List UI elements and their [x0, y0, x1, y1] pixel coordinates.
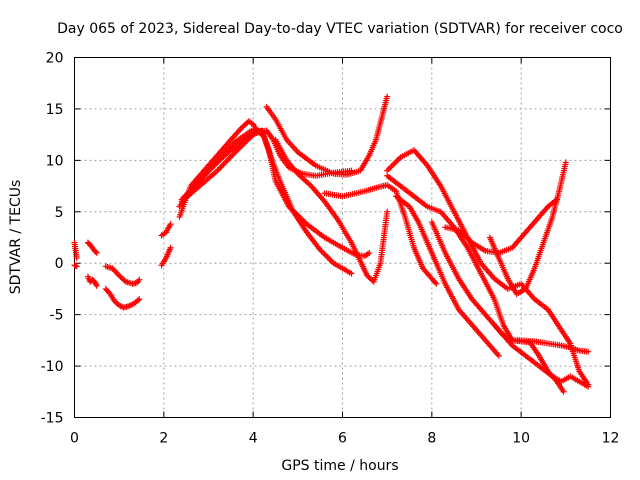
- data-point: [385, 166, 392, 173]
- data-point: [585, 383, 592, 390]
- x-tick-label: 2: [159, 431, 168, 447]
- y-tick-label: 20: [46, 51, 64, 67]
- y-tick-label: 0: [55, 256, 64, 272]
- data-point: [348, 270, 355, 277]
- x-axis-label: GPS time / hours: [281, 458, 398, 474]
- data-point: [306, 181, 313, 188]
- x-tick-label: 8: [427, 431, 436, 447]
- data-point: [323, 252, 330, 259]
- data-point: [562, 159, 569, 166]
- data-point: [305, 180, 312, 187]
- data-point: [394, 157, 401, 164]
- data-point: [324, 254, 331, 261]
- x-tick-label: 10: [512, 431, 530, 447]
- y-tick-label: -10: [41, 359, 64, 375]
- data-point: [93, 281, 100, 288]
- x-tick-label: 4: [249, 431, 258, 447]
- series-arc-08: [158, 221, 174, 239]
- series-arc-02: [71, 262, 80, 270]
- series-arc-12: [178, 127, 355, 277]
- data-point: [326, 255, 333, 262]
- data-point: [327, 257, 334, 264]
- y-tick-label: 10: [46, 153, 64, 169]
- series-arc-16: [384, 172, 592, 355]
- series-arc-21: [486, 159, 569, 298]
- data-point: [93, 249, 100, 256]
- x-tick-label: 0: [70, 431, 79, 447]
- series-arc-09: [176, 118, 266, 220]
- data-point: [303, 178, 310, 185]
- series-arc-18: [393, 193, 502, 359]
- x-tick-label: 12: [602, 431, 620, 447]
- series-arc-07: [158, 244, 174, 269]
- data-point: [73, 255, 80, 262]
- data-point: [321, 251, 328, 258]
- data-point: [320, 249, 327, 256]
- series-arc-06: [102, 285, 143, 311]
- data-point: [121, 277, 128, 284]
- series-arc-19: [428, 219, 592, 390]
- series-arc-22: [491, 321, 567, 395]
- data-point: [585, 348, 592, 355]
- x-tick-label: 6: [338, 431, 347, 447]
- data-point: [390, 161, 397, 168]
- y-tick-label: 5: [55, 205, 64, 221]
- data-point: [73, 263, 80, 270]
- series-arc-20: [442, 196, 560, 256]
- data-point: [433, 280, 440, 287]
- y-tick-label: 15: [46, 102, 64, 118]
- series-arc-01: [71, 239, 80, 262]
- data-point: [388, 163, 395, 170]
- data-point: [318, 248, 325, 255]
- data-point: [432, 279, 439, 286]
- data-point: [136, 276, 143, 283]
- data-point: [302, 177, 309, 184]
- y-tick-label: -5: [50, 308, 64, 324]
- data-point: [495, 352, 502, 359]
- data-point: [136, 296, 143, 303]
- data-point: [560, 388, 567, 395]
- data-point: [167, 221, 174, 228]
- data-point: [135, 297, 142, 304]
- data-series: [71, 93, 592, 395]
- series-arc-03: [84, 239, 100, 256]
- data-point: [366, 249, 373, 256]
- data-point: [384, 93, 391, 100]
- y-axis-label: SDTVAR / TECUs: [8, 180, 24, 295]
- data-point: [384, 167, 391, 174]
- data-point: [167, 244, 174, 251]
- series-arc-14: [272, 136, 391, 285]
- y-tick-label: -15: [41, 411, 64, 427]
- axis-ticks: 0 2 4 6 8 10 12 -15 -10 -5 0 5 10 15 20: [41, 51, 620, 447]
- series-arc-13: [263, 93, 391, 178]
- chart-title: Day 065 of 2023, Sidereal Day-to-day VTE…: [57, 21, 623, 37]
- data-point: [93, 282, 100, 289]
- data-point: [106, 289, 113, 296]
- data-point: [387, 164, 394, 171]
- data-point: [393, 158, 400, 165]
- data-point: [391, 160, 398, 167]
- data-point: [92, 248, 99, 255]
- grid: [74, 57, 611, 418]
- series-arc-04: [84, 273, 100, 289]
- data-point: [384, 208, 391, 215]
- series-arc-05: [102, 263, 143, 287]
